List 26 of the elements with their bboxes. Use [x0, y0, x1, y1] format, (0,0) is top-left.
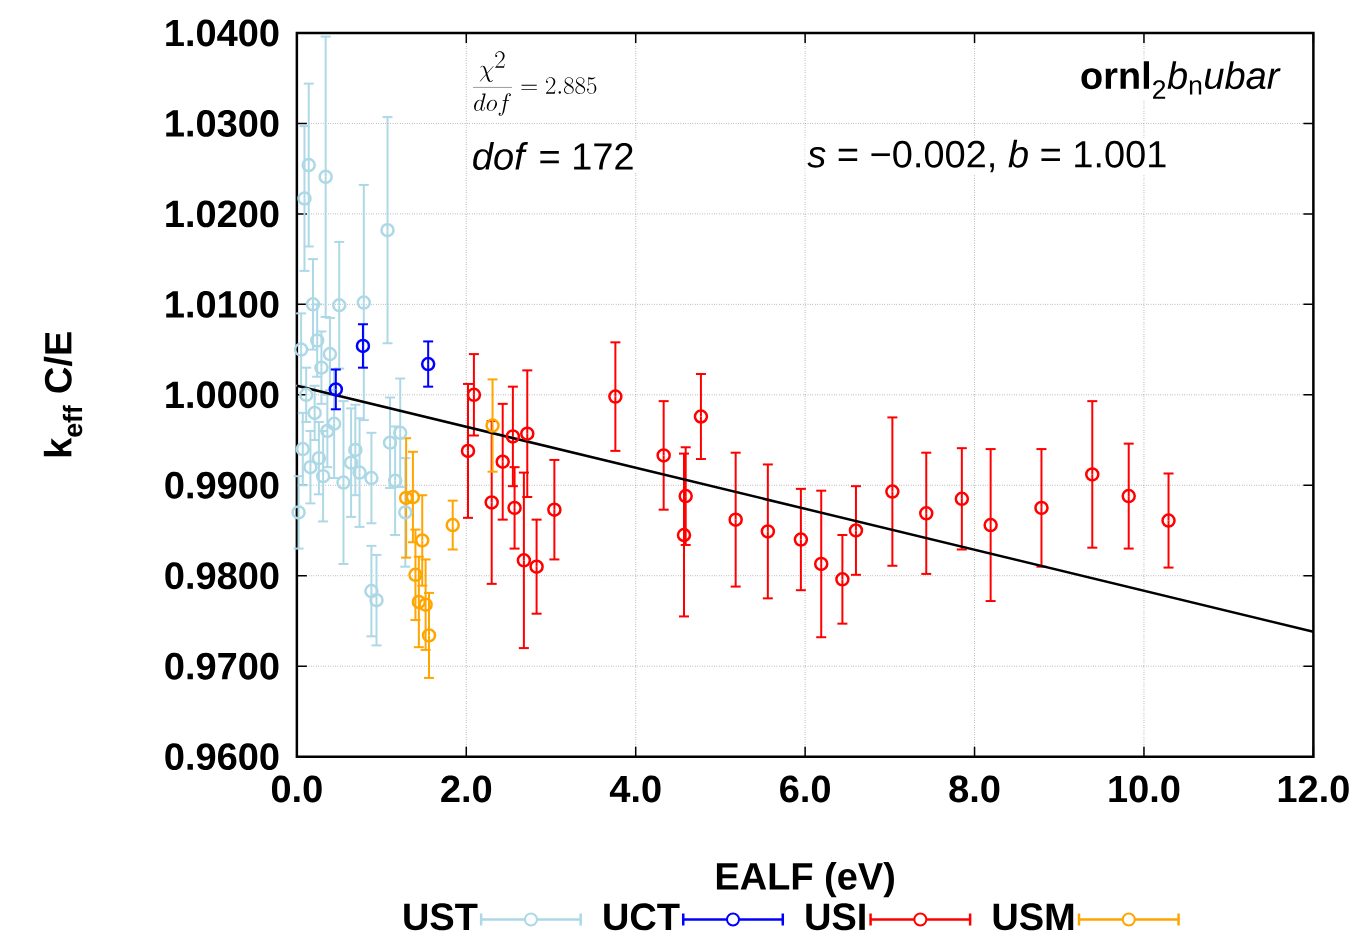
y-tick-label: 1.0000 — [166, 381, 279, 409]
y-tick-label: 1.0300 — [166, 110, 279, 138]
x-tick-label: 2.0 — [441, 775, 492, 803]
annotation: s = −0.002, b = 1.001 — [807, 140, 1166, 173]
y-tick-label: 0.9600 — [165, 743, 279, 771]
x-axis-title: EALF (eV) — [716, 862, 894, 898]
y-tick-label: 1.0200 — [166, 200, 279, 228]
legend-label: UCT — [604, 903, 680, 931]
y-axis-title: k$_{eff}$ C/E — [43, 332, 83, 457]
legend-label: USM — [993, 903, 1074, 931]
y-tick-label: 0.9900 — [165, 472, 279, 499]
x-tick-label: 12.0 — [1278, 775, 1349, 803]
legend-label: UST — [404, 903, 478, 931]
annotation: ornl$_{2}$b$_{n}$ubar — [1081, 61, 1281, 99]
annotation: $\frac{\chi^2}{dof} = 2.885$ — [473, 51, 597, 116]
y-tick-label: 1.0100 — [166, 291, 279, 319]
y-tick-label: 0.9700 — [165, 652, 279, 680]
y-tick-label: 0.9800 — [165, 562, 279, 590]
x-tick-label: 0.0 — [271, 775, 322, 803]
x-tick-label: 4.0 — [609, 775, 661, 803]
legend-label: USI — [806, 903, 865, 931]
x-tick-label: 10.0 — [1109, 775, 1180, 803]
x-tick-label: 8.0 — [949, 775, 1000, 803]
annotation: dof = 172 — [473, 142, 633, 171]
y-tick-label: 1.0400 — [166, 19, 279, 47]
x-tick-label: 6.0 — [780, 775, 830, 803]
